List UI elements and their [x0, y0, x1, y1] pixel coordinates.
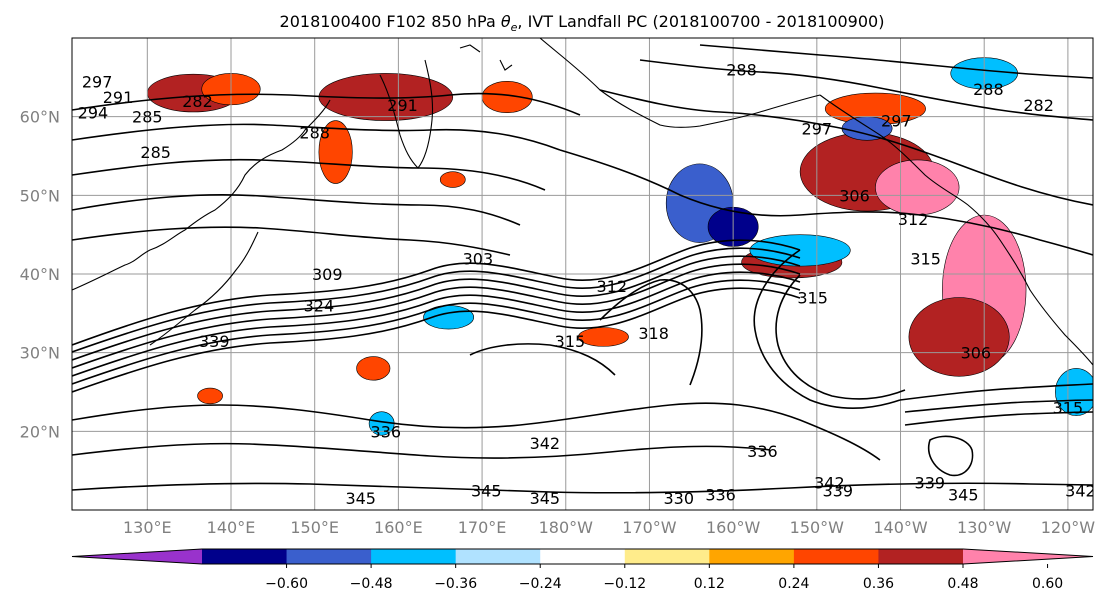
colorbar-swatch-7 — [709, 549, 795, 564]
lat-tick-label-4: 60°N — [20, 108, 60, 127]
longitude-labels: 130°E 140°E 150°E 160°E 170°E 180°W 170°W 160°W… — [123, 518, 1095, 537]
map-frame — [71, 37, 1094, 511]
lat-tick-label-2: 40°N — [20, 265, 60, 284]
colorbar-tick-label-4: −0.12 — [603, 576, 646, 592]
contour-label-5: 282 — [182, 92, 213, 111]
contour-label-28: 336 — [747, 442, 778, 461]
lon-tick-label-2: 150°E — [290, 518, 339, 537]
anomaly-region-10 — [908, 297, 1010, 377]
contour-label-0: 297 — [82, 72, 113, 91]
lon-tick-label-3: 160°E — [374, 518, 423, 537]
anomaly-region-3 — [318, 120, 353, 184]
colorbar-extend-max — [963, 549, 1093, 564]
contour-label-1: 294 — [78, 104, 109, 123]
lon-tick-label-5: 180°W — [539, 518, 594, 537]
anomaly-region-18 — [1055, 368, 1093, 416]
lon-tick-label-0: 130°E — [123, 518, 172, 537]
contour-label-15: 315 — [910, 249, 941, 268]
contour-label-12: 282 — [1023, 96, 1054, 115]
contour-label-20: 315 — [555, 332, 586, 351]
graticule-grid — [72, 38, 1093, 510]
colorbar-tick-label-3: −0.24 — [519, 576, 562, 592]
contour-label-26: 336 — [371, 422, 402, 441]
anomaly-region-5 — [481, 80, 533, 114]
lat-tick-label-1: 30°N — [20, 344, 60, 363]
contour-label-17: 309 — [312, 265, 343, 284]
anomaly-region-8 — [875, 159, 960, 216]
colorbar-swatch-1 — [202, 549, 288, 564]
colorbar-swatch-8 — [793, 549, 879, 564]
colorbar-tick-label-2: −0.36 — [434, 576, 477, 592]
colorbar: −0.60 −0.48 −0.36 −0.24 −0.12 0.12 0.24 0.36 0.4… — [71, 548, 1094, 592]
lon-tick-label-6: 170°W — [622, 518, 677, 537]
contour-label-18: 324 — [304, 296, 335, 315]
theta-e-contours — [72, 44, 1093, 494]
lat-tick-label-3: 50°N — [20, 186, 60, 205]
contour-label-11: 288 — [973, 80, 1004, 99]
contour-label-4: 285 — [140, 143, 171, 162]
contour-label-34: 336 — [705, 485, 736, 504]
lat-tick-label-0: 20°N — [20, 422, 60, 441]
lon-tick-label-9: 140°W — [873, 518, 928, 537]
colorbar-swatch-9 — [878, 549, 964, 564]
contour-label-36: 339 — [915, 473, 946, 492]
contour-label-23: 315 — [797, 289, 828, 308]
contour-label-27: 342 — [530, 434, 561, 453]
contour-label-38: 342 — [1065, 481, 1096, 500]
latitude-labels: 20°N 30°N 40°N 50°N 60°N — [20, 108, 60, 442]
anomaly-region-20 — [578, 327, 629, 347]
contour-label-33: 330 — [663, 489, 694, 508]
contour-label-3: 285 — [132, 108, 163, 127]
colorbar-tick-label-6: 0.24 — [778, 576, 809, 592]
lon-tick-label-4: 170°E — [458, 518, 507, 537]
lon-tick-label-10: 130°W — [957, 518, 1012, 537]
colorbar-swatch-4 — [455, 549, 541, 564]
contour-label-24: 306 — [961, 344, 992, 363]
lon-tick-label-8: 150°W — [790, 518, 845, 537]
lon-tick-label-1: 140°E — [207, 518, 256, 537]
anomaly-region-22 — [197, 387, 223, 405]
colorbar-swatch-6 — [624, 549, 710, 564]
colorbar-tick-label-0: −0.60 — [265, 576, 308, 592]
contour-label-16: 303 — [463, 249, 494, 268]
contour-label-22: 312 — [597, 277, 628, 296]
contour-label-10: 297 — [881, 112, 912, 131]
contour-label-35: 339 — [822, 481, 853, 500]
lon-tick-label-7: 160°W — [706, 518, 761, 537]
contour-label-2: 291 — [103, 88, 134, 107]
colorbar-tick-label-1: −0.48 — [350, 576, 393, 592]
colorbar-tick-label-8: 0.48 — [947, 576, 978, 592]
colorbar-tick-label-9: 0.60 — [1032, 576, 1063, 592]
contour-label-8: 288 — [726, 60, 757, 79]
contour-label-30: 345 — [345, 489, 376, 508]
contour-label-9: 297 — [802, 119, 833, 138]
contour-label-19: 339 — [199, 332, 230, 351]
colorbar-extend-min — [72, 549, 202, 564]
colorbar-swatch-5 — [540, 549, 626, 564]
contour-label-14: 312 — [898, 210, 929, 229]
contour-label-7: 291 — [387, 96, 418, 115]
contour-label-6: 288 — [299, 123, 330, 142]
contour-label-37: 345 — [948, 485, 979, 504]
lon-tick-label-11: 120°W — [1041, 518, 1096, 537]
contour-label-29: 342 — [814, 473, 845, 492]
colorbar-swatch-3 — [371, 549, 457, 564]
colorbar-tick-label-7: 0.36 — [863, 576, 894, 592]
contour-label-32: 345 — [530, 489, 561, 508]
colorbar-swatch-2 — [286, 549, 372, 564]
contour-label-13: 306 — [839, 186, 870, 205]
chart-title: 2018100400 F102 850 hPa θe, IVT Landfall… — [280, 12, 885, 34]
colorbar-outline — [71, 548, 1094, 565]
contour-label-25: 315 — [1053, 399, 1084, 418]
colorbar-tick-label-5: 0.12 — [694, 576, 725, 592]
contour-label-31: 345 — [471, 481, 502, 500]
contour-label-21: 318 — [638, 324, 669, 343]
anomaly-region-21 — [356, 356, 391, 381]
anomaly-region-4 — [439, 171, 466, 188]
